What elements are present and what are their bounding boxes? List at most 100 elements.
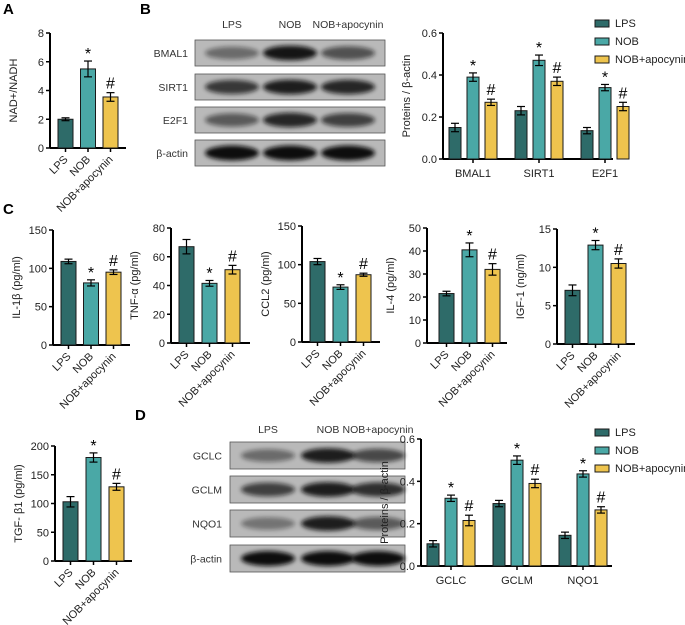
y-tick-label: 5: [545, 301, 551, 313]
charts: 0 2 4 6 8 NAD+/NADH LPS * NOB # NOB+apocynin 0.0 0.2…: [8, 18, 685, 625]
y-tick-label: 0.4: [400, 476, 415, 488]
blot-band: [301, 551, 355, 566]
x-tick-label: LPS: [299, 348, 322, 371]
blot-row-label: BMAL1: [154, 48, 189, 60]
significance-marker: *: [580, 456, 586, 473]
y-tick-label: 2: [38, 114, 44, 126]
significance-marker: #: [531, 462, 540, 479]
bar: [62, 501, 79, 562]
bar: [558, 534, 572, 567]
blot-band: [263, 79, 317, 95]
y-axis-label: Proteins / β-actin: [379, 461, 391, 544]
significance-marker: #: [228, 248, 237, 265]
y-axis-label: Proteins / β-actin: [401, 55, 413, 138]
blot-band: [351, 482, 405, 497]
significance-marker: #: [488, 247, 497, 264]
legend-label: NOB+apocynin: [615, 463, 685, 475]
bar: [510, 459, 524, 567]
blot-row-label: GCLM: [192, 485, 222, 497]
significance-marker: *: [536, 40, 542, 57]
x-tick-label: LPS: [52, 567, 75, 590]
x-tick-label: LPS: [428, 349, 451, 372]
y-tick-label: 200: [31, 441, 49, 453]
y-tick-label: 0.0: [400, 561, 415, 573]
y-tick-label: 10: [539, 262, 551, 274]
bar: [438, 293, 455, 344]
blot-lane-label: NOB+apocynin: [343, 424, 414, 436]
y-axis-label: TGF- β1 (pg/ml): [13, 464, 25, 542]
bar: [550, 80, 564, 160]
x-tick-label: LPS: [50, 351, 73, 374]
significance-marker: *: [90, 438, 96, 455]
bar: [332, 286, 349, 343]
x-tick-label: SIRT1: [524, 168, 555, 180]
legend-label: NOB: [615, 445, 639, 457]
y-tick-label: 20: [153, 309, 165, 321]
y-tick-label: 0: [415, 338, 421, 350]
blot-band: [205, 145, 259, 161]
legend-swatch: [594, 428, 610, 437]
significance-marker: #: [553, 60, 562, 77]
bar: [224, 269, 241, 344]
y-tick-label: 30: [409, 269, 421, 281]
bar: [201, 282, 218, 344]
y-tick-label: 50: [409, 223, 421, 235]
blot-band: [241, 551, 295, 566]
blot-band: [205, 46, 259, 60]
blot-lane-label: NOB: [279, 19, 302, 31]
significance-marker: *: [337, 270, 343, 287]
y-tick-label: 100: [31, 499, 49, 511]
bar: [514, 110, 528, 160]
bar: [108, 486, 125, 562]
blot-row-label: β-actin: [156, 148, 188, 160]
blot-band: [263, 112, 317, 128]
significance-marker: #: [465, 498, 474, 515]
blot-row-label: E2F1: [163, 115, 188, 127]
significance-marker: #: [112, 466, 121, 483]
significance-marker: #: [487, 82, 496, 99]
blot-band: [263, 145, 317, 161]
bar: [444, 497, 458, 567]
blot-row-label: NQO1: [192, 519, 222, 531]
x-tick-label: LPS: [47, 154, 70, 177]
blot-band: [241, 517, 295, 530]
x-tick-label: GCLC: [436, 575, 467, 587]
significance-marker: *: [470, 58, 476, 75]
x-tick-label: NQO1: [567, 575, 598, 587]
panel-label-a: A: [3, 1, 14, 18]
blot-band: [321, 113, 375, 127]
significance-marker: *: [85, 46, 91, 63]
legend-swatch: [594, 19, 610, 28]
y-tick-label: 0: [545, 339, 551, 351]
y-tick-label: 0.6: [400, 434, 415, 446]
legend-swatch: [594, 464, 610, 473]
bar: [576, 473, 590, 567]
significance-marker: *: [514, 441, 520, 458]
x-tick-label: LPS: [554, 350, 577, 373]
y-tick-label: 15: [539, 224, 551, 236]
bar: [466, 76, 480, 160]
bar: [580, 130, 594, 160]
y-tick-label: 0: [159, 338, 165, 350]
chart-d: 0.0 0.2 0.4 0.6 Proteins / β-actin * # GCLC * # GC…: [379, 427, 685, 587]
blot-band: [241, 482, 295, 497]
blot-band: [351, 448, 405, 463]
bar: [462, 519, 476, 567]
y-tick-label: 50: [37, 527, 49, 539]
significance-marker: #: [614, 242, 623, 259]
bar: [85, 457, 102, 562]
legend-swatch: [594, 37, 610, 46]
x-tick-label: BMAL1: [455, 168, 491, 180]
bar: [484, 101, 498, 160]
bar: [355, 274, 372, 343]
bar: [105, 271, 122, 346]
y-tick-label: 80: [153, 223, 165, 235]
y-tick-label: 0.0: [422, 154, 437, 166]
blot-band: [321, 145, 375, 161]
blot-row-label: SIRT1: [158, 82, 188, 94]
